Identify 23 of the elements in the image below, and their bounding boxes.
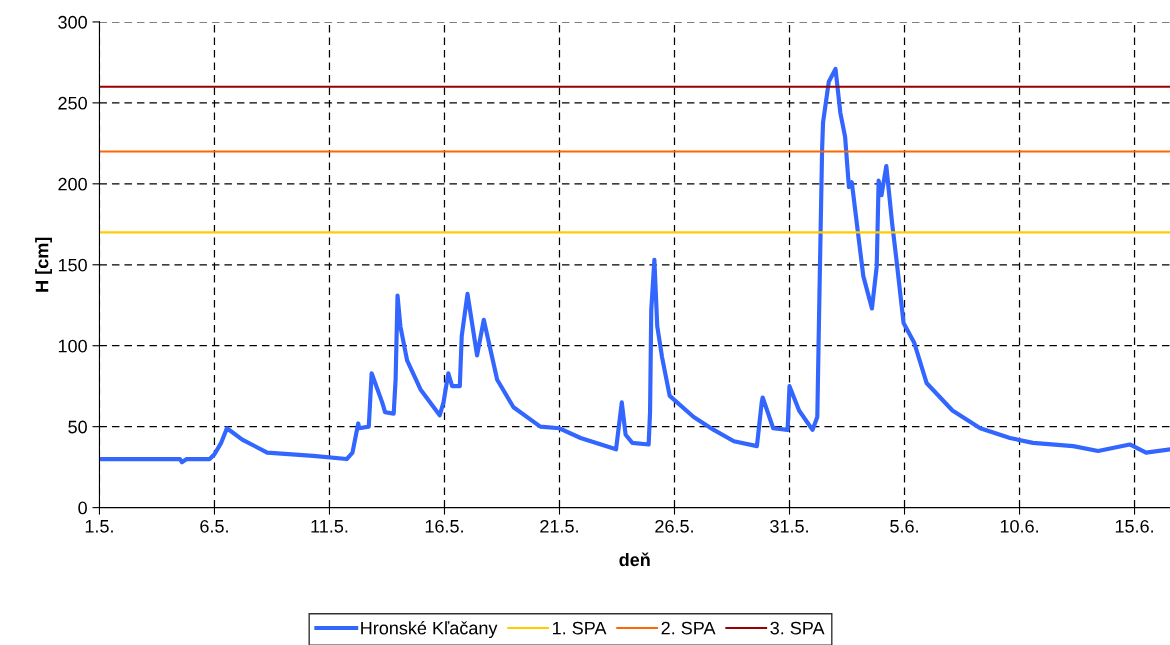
y-tick-label: 300	[58, 15, 87, 29]
y-tick-label: 250	[58, 96, 87, 110]
y-tick-label: 50	[68, 420, 87, 434]
legend-label: 3. SPA	[770, 621, 825, 635]
y-axis-title: H [cm]	[35, 237, 52, 292]
y-tick-label: 200	[58, 177, 87, 191]
y-tick-label: 100	[58, 339, 87, 353]
legend-label: Hronské Kľačany	[361, 621, 498, 639]
y-tick-label: 0	[78, 501, 87, 515]
x-tick-label: 5.6.	[890, 519, 918, 533]
x-tick-label: 26.5.	[655, 519, 693, 533]
legend-label: 2. SPA	[661, 621, 716, 635]
x-tick-label: 21.5.	[540, 519, 578, 533]
x-tick-label: 16.5.	[425, 519, 463, 533]
y-tick-label: 150	[58, 258, 87, 272]
x-tick-label: 11.5.	[311, 520, 348, 533]
x-tick-label: 10.6.	[1000, 519, 1038, 533]
x-axis-title: deň	[619, 552, 650, 567]
legend-label: 1. SPA	[553, 621, 607, 635]
x-tick-label: 31.5.	[770, 519, 808, 533]
x-tick-label: 1.5.	[85, 520, 113, 533]
x-tick-label: 15.6.	[1115, 519, 1153, 533]
x-tick-label: 6.5.	[200, 519, 228, 533]
